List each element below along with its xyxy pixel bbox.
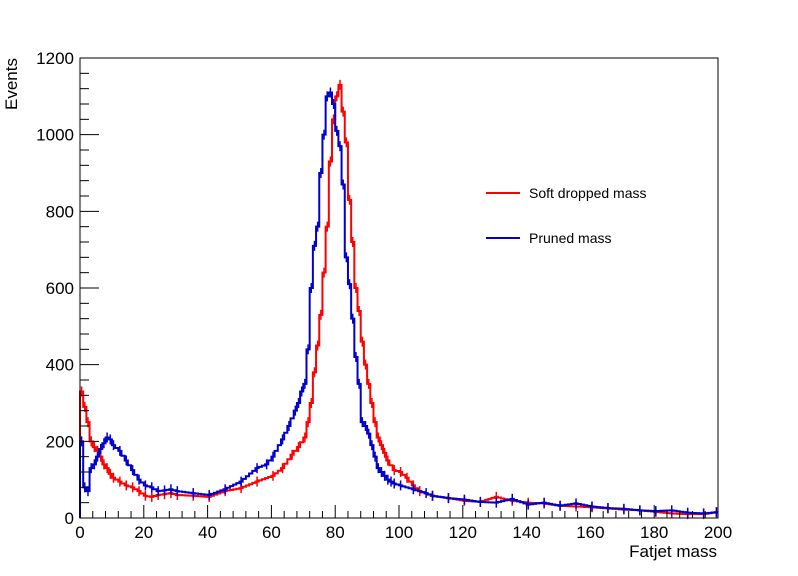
x-tick-label: 160 [576, 523, 604, 542]
y-tick-label: 600 [46, 279, 74, 298]
y-axis-label: Events [2, 58, 21, 110]
axis-layer: 0 20 40 60 80 100 120 140 160 180 200 0 200 400 600 800… [36, 49, 732, 542]
x-tick-label: 60 [262, 523, 281, 542]
x-tick-label: 40 [198, 523, 217, 542]
y-tick-label: 0 [65, 509, 74, 528]
x-tick-label: 80 [326, 523, 345, 542]
series-layer [79, 79, 718, 520]
legend: Soft dropped mass Pruned mass [486, 185, 647, 246]
x-tick-label: 200 [704, 523, 732, 542]
x-tick-label: 120 [449, 523, 477, 542]
x-axis-label: Fatjet mass [629, 542, 717, 561]
x-tick-label: 180 [640, 523, 668, 542]
y-tick-label: 1000 [36, 126, 74, 145]
series-line-pruned-mass [79, 91, 718, 518]
y-tick-label: 800 [46, 202, 74, 221]
legend-label-soft-dropped: Soft dropped mass [529, 185, 647, 201]
x-tick-label: 100 [385, 523, 413, 542]
y-tick-label: 1200 [36, 49, 74, 68]
y-tick-label: 200 [46, 432, 74, 451]
x-tick-label: 0 [75, 523, 84, 542]
x-tick-label: 140 [512, 523, 540, 542]
legend-label-pruned: Pruned mass [529, 230, 611, 246]
x-tick-label: 20 [134, 523, 153, 542]
y-tick-label: 400 [46, 356, 74, 375]
